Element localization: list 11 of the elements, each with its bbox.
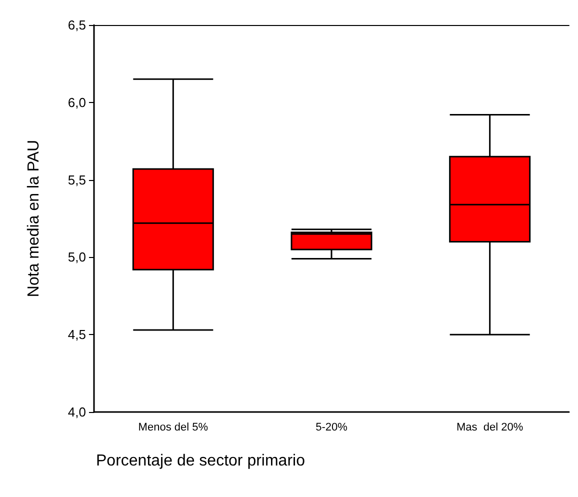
y-tick-label: 6,5 [68, 18, 86, 32]
y-tick-label: 4,0 [68, 404, 86, 420]
y-tick-label: 4,5 [68, 327, 86, 342]
x-tick-label: 5-20% [316, 422, 348, 434]
y-axis-title: Nota media en la PAU [26, 140, 42, 298]
x-tick-label: Mas del 20% [456, 422, 524, 434]
y-tick-label: 5,0 [68, 250, 86, 265]
x-tick-label: Menos del 5% [138, 422, 208, 434]
y-tick-label: 5,5 [68, 172, 86, 188]
y-tick-label: 6,0 [68, 94, 86, 110]
x-axis-title: Porcentaje de sector primario [96, 452, 306, 470]
